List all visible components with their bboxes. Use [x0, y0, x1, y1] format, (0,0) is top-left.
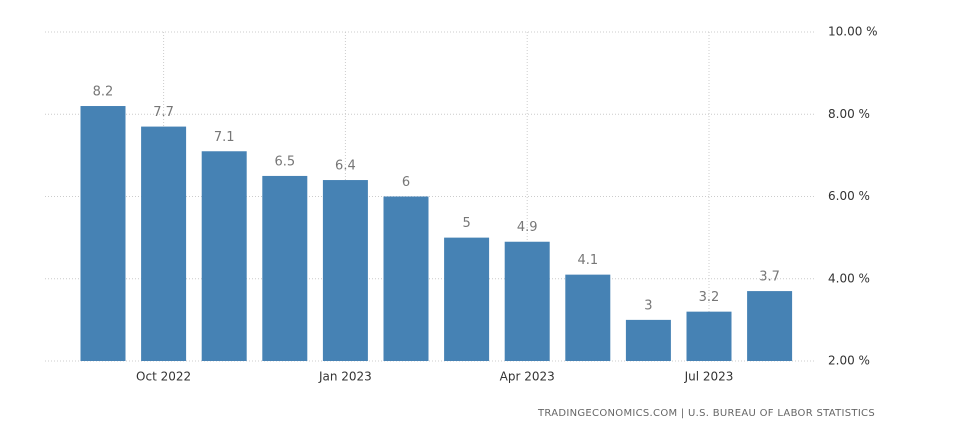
y-tick-label: 4.00 %	[828, 271, 870, 285]
bar	[565, 274, 611, 361]
value-label: 7.7	[153, 105, 174, 120]
bar	[686, 311, 732, 361]
bar	[383, 196, 429, 361]
value-label: 3.2	[699, 290, 720, 305]
value-label: 3.7	[759, 270, 780, 285]
x-tick-label: Jul 2023	[684, 370, 734, 384]
value-label: 7.1	[214, 130, 235, 145]
x-tick-label: Jan 2023	[318, 370, 372, 384]
value-label: 6.5	[274, 154, 295, 169]
bar	[504, 241, 550, 361]
y-tick-label: 2.00 %	[828, 354, 870, 368]
value-label: 4.9	[517, 220, 538, 235]
x-tick-label: Oct 2022	[136, 370, 191, 384]
x-tick-label: Apr 2023	[500, 370, 555, 384]
y-tick-label: 8.00 %	[828, 107, 870, 121]
bar	[322, 180, 368, 361]
bar	[80, 106, 126, 362]
value-label: 8.2	[93, 85, 114, 100]
source: TRADINGECONOMICS.COM | U.S. BUREAU OF LA…	[537, 408, 875, 419]
y-tick-label: 6.00 %	[828, 189, 870, 203]
bar	[747, 291, 793, 361]
value-label: 3	[644, 298, 652, 313]
value-label: 6.4	[335, 159, 356, 174]
bar	[625, 319, 671, 361]
value-label: 6	[402, 175, 410, 190]
y-tick-label: 10.00 %	[828, 25, 878, 39]
bar	[141, 126, 187, 362]
bar	[201, 151, 247, 361]
value-label: 4.1	[577, 253, 598, 268]
bar	[444, 237, 490, 361]
value-label: 5	[462, 216, 470, 231]
bar	[262, 175, 308, 361]
